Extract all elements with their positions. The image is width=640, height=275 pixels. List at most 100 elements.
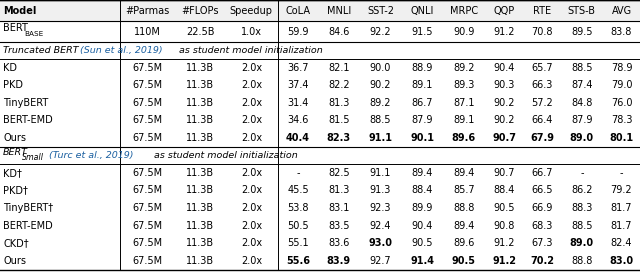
Text: 90.0: 90.0 <box>370 63 391 73</box>
Text: 11.3B: 11.3B <box>186 203 214 213</box>
Bar <box>0 0 640 21</box>
Text: 11.3B: 11.3B <box>186 168 214 178</box>
Text: 90.4: 90.4 <box>493 63 515 73</box>
Text: BERT-EMD: BERT-EMD <box>3 221 53 230</box>
Text: 2.0x: 2.0x <box>241 168 262 178</box>
Text: CoLA: CoLA <box>285 6 310 16</box>
Text: 90.4: 90.4 <box>412 221 433 230</box>
Text: BERT-EMD: BERT-EMD <box>3 116 53 125</box>
Text: Small: Small <box>22 153 44 162</box>
Text: 36.7: 36.7 <box>287 63 308 73</box>
Text: 67.5M: 67.5M <box>132 221 163 230</box>
Text: BERT: BERT <box>3 23 28 33</box>
Text: Speedup: Speedup <box>230 6 273 16</box>
Text: 91.2: 91.2 <box>493 27 515 37</box>
Text: 91.3: 91.3 <box>370 185 391 195</box>
Text: 92.4: 92.4 <box>370 221 391 230</box>
Text: 84.8: 84.8 <box>571 98 593 108</box>
Text: 87.1: 87.1 <box>453 98 474 108</box>
Text: 67.3: 67.3 <box>531 238 553 248</box>
Text: 81.3: 81.3 <box>328 98 349 108</box>
Text: 82.5: 82.5 <box>328 168 349 178</box>
Text: 55.6: 55.6 <box>286 256 310 266</box>
Text: 2.0x: 2.0x <box>241 133 262 143</box>
Text: 67.5M: 67.5M <box>132 256 163 266</box>
Text: -: - <box>296 168 300 178</box>
Text: 89.2: 89.2 <box>453 63 474 73</box>
Text: -: - <box>620 168 623 178</box>
Text: 90.5: 90.5 <box>412 238 433 248</box>
Text: 11.3B: 11.3B <box>186 80 214 90</box>
Text: 89.0: 89.0 <box>570 133 594 143</box>
Text: 82.2: 82.2 <box>328 80 349 90</box>
Text: STS-B: STS-B <box>568 6 596 16</box>
Text: 83.6: 83.6 <box>328 238 349 248</box>
Text: 2.0x: 2.0x <box>241 221 262 230</box>
Text: 83.0: 83.0 <box>609 256 634 266</box>
Text: 89.5: 89.5 <box>571 27 593 37</box>
Text: 45.5: 45.5 <box>287 185 309 195</box>
Text: 81.7: 81.7 <box>611 221 632 230</box>
Text: MNLI: MNLI <box>327 6 351 16</box>
Text: 66.3: 66.3 <box>531 80 553 90</box>
Text: 65.7: 65.7 <box>531 63 553 73</box>
Text: 67.5M: 67.5M <box>132 98 163 108</box>
Text: 89.4: 89.4 <box>453 221 474 230</box>
Text: 37.4: 37.4 <box>287 80 308 90</box>
Text: 90.5: 90.5 <box>452 256 476 266</box>
Text: 40.4: 40.4 <box>286 133 310 143</box>
Text: 34.6: 34.6 <box>287 116 308 125</box>
Text: 53.8: 53.8 <box>287 203 308 213</box>
Text: as student model initialization: as student model initialization <box>177 46 323 55</box>
Text: 89.4: 89.4 <box>412 168 433 178</box>
Text: 2.0x: 2.0x <box>241 185 262 195</box>
Text: 70.8: 70.8 <box>531 27 553 37</box>
Text: 67.5M: 67.5M <box>132 203 163 213</box>
Text: 90.2: 90.2 <box>493 116 515 125</box>
Text: 110M: 110M <box>134 27 161 37</box>
Text: 2.0x: 2.0x <box>241 238 262 248</box>
Text: 83.9: 83.9 <box>327 256 351 266</box>
Text: 80.1: 80.1 <box>609 133 634 143</box>
Text: 2.0x: 2.0x <box>241 116 262 125</box>
Text: 89.1: 89.1 <box>412 80 433 90</box>
Text: 78.9: 78.9 <box>611 63 632 73</box>
Text: TinyBERT: TinyBERT <box>3 98 49 108</box>
Text: 91.1: 91.1 <box>370 168 391 178</box>
Text: 2.0x: 2.0x <box>241 63 262 73</box>
Text: 85.7: 85.7 <box>453 185 475 195</box>
Text: 92.7: 92.7 <box>370 256 391 266</box>
Text: 66.9: 66.9 <box>531 203 553 213</box>
Text: 67.5M: 67.5M <box>132 168 163 178</box>
Text: PKD†: PKD† <box>3 185 28 195</box>
Text: 90.2: 90.2 <box>370 80 391 90</box>
Text: 93.0: 93.0 <box>369 238 392 248</box>
Text: 57.2: 57.2 <box>531 98 553 108</box>
Text: Model: Model <box>3 6 36 16</box>
Text: KD†: KD† <box>3 168 22 178</box>
Text: Ours: Ours <box>3 256 26 266</box>
Text: KD: KD <box>3 63 17 73</box>
Text: 11.3B: 11.3B <box>186 238 214 248</box>
Text: 67.9: 67.9 <box>530 133 554 143</box>
Text: RTE: RTE <box>533 6 551 16</box>
Text: 87.4: 87.4 <box>571 80 593 90</box>
Text: 88.9: 88.9 <box>412 63 433 73</box>
Text: 55.1: 55.1 <box>287 238 309 248</box>
Text: 89.6: 89.6 <box>453 238 474 248</box>
Text: 90.8: 90.8 <box>493 221 515 230</box>
Text: PKD: PKD <box>3 80 23 90</box>
Text: 2.0x: 2.0x <box>241 98 262 108</box>
Text: 59.9: 59.9 <box>287 27 308 37</box>
Text: 79.2: 79.2 <box>611 185 632 195</box>
Text: 89.0: 89.0 <box>570 238 594 248</box>
Text: 89.4: 89.4 <box>453 168 474 178</box>
Text: 11.3B: 11.3B <box>186 98 214 108</box>
Text: 92.3: 92.3 <box>370 203 391 213</box>
Text: 67.5M: 67.5M <box>132 63 163 73</box>
Text: 2.0x: 2.0x <box>241 80 262 90</box>
Text: 82.4: 82.4 <box>611 238 632 248</box>
Text: 83.1: 83.1 <box>328 203 349 213</box>
Text: Ours: Ours <box>3 133 26 143</box>
Text: 86.7: 86.7 <box>412 98 433 108</box>
